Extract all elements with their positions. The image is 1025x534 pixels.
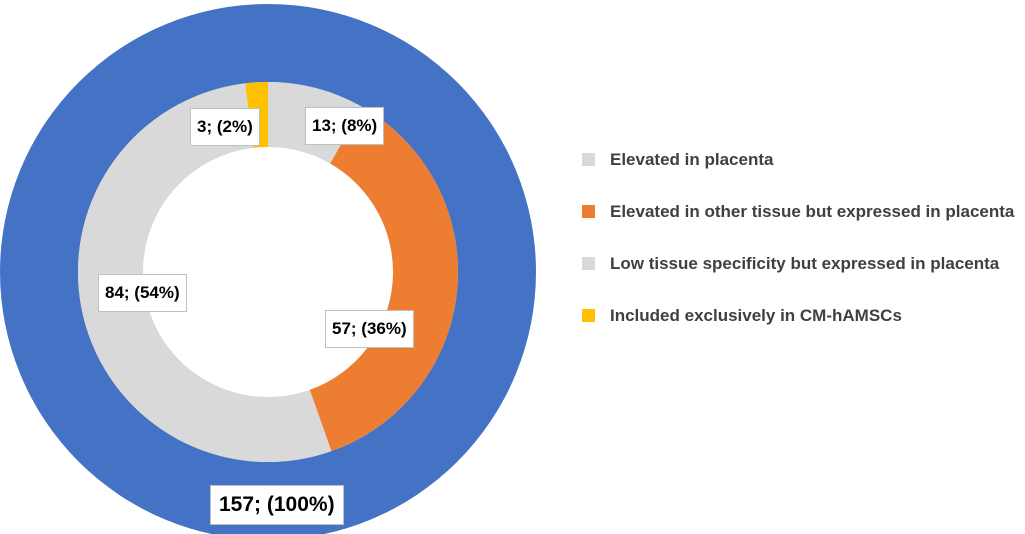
legend-swatch — [582, 153, 595, 166]
donut-segment — [309, 107, 459, 452]
donut-segment — [0, 4, 536, 534]
legend-swatch — [582, 309, 595, 322]
legend-swatch — [582, 257, 595, 270]
data-label: 57; (36%) — [325, 310, 414, 348]
data-label: 84; (54%) — [98, 274, 187, 312]
legend-label: Included exclusively in CM-hAMSCs — [610, 306, 902, 325]
legend-item: Included exclusively in CM-hAMSCs — [582, 304, 1022, 327]
legend-label: Low tissue specificity but expressed in … — [610, 254, 1000, 273]
legend-item: Elevated in other tissue but expressed i… — [582, 200, 1022, 223]
donut-segment — [77, 83, 332, 463]
legend-swatch — [582, 205, 595, 218]
legend-item: Elevated in placenta — [582, 148, 1022, 171]
data-label: 157; (100%) — [210, 485, 344, 525]
data-label: 3; (2%) — [190, 108, 260, 146]
legend-label: Elevated in placenta — [610, 150, 774, 169]
legend: Elevated in placenta Elevated in other ti… — [582, 148, 1022, 356]
legend-label: Elevated in other tissue but expressed i… — [610, 202, 1015, 221]
data-label: 13; (8%) — [305, 107, 385, 145]
legend-item: Low tissue specificity but expressed in … — [582, 252, 1022, 275]
